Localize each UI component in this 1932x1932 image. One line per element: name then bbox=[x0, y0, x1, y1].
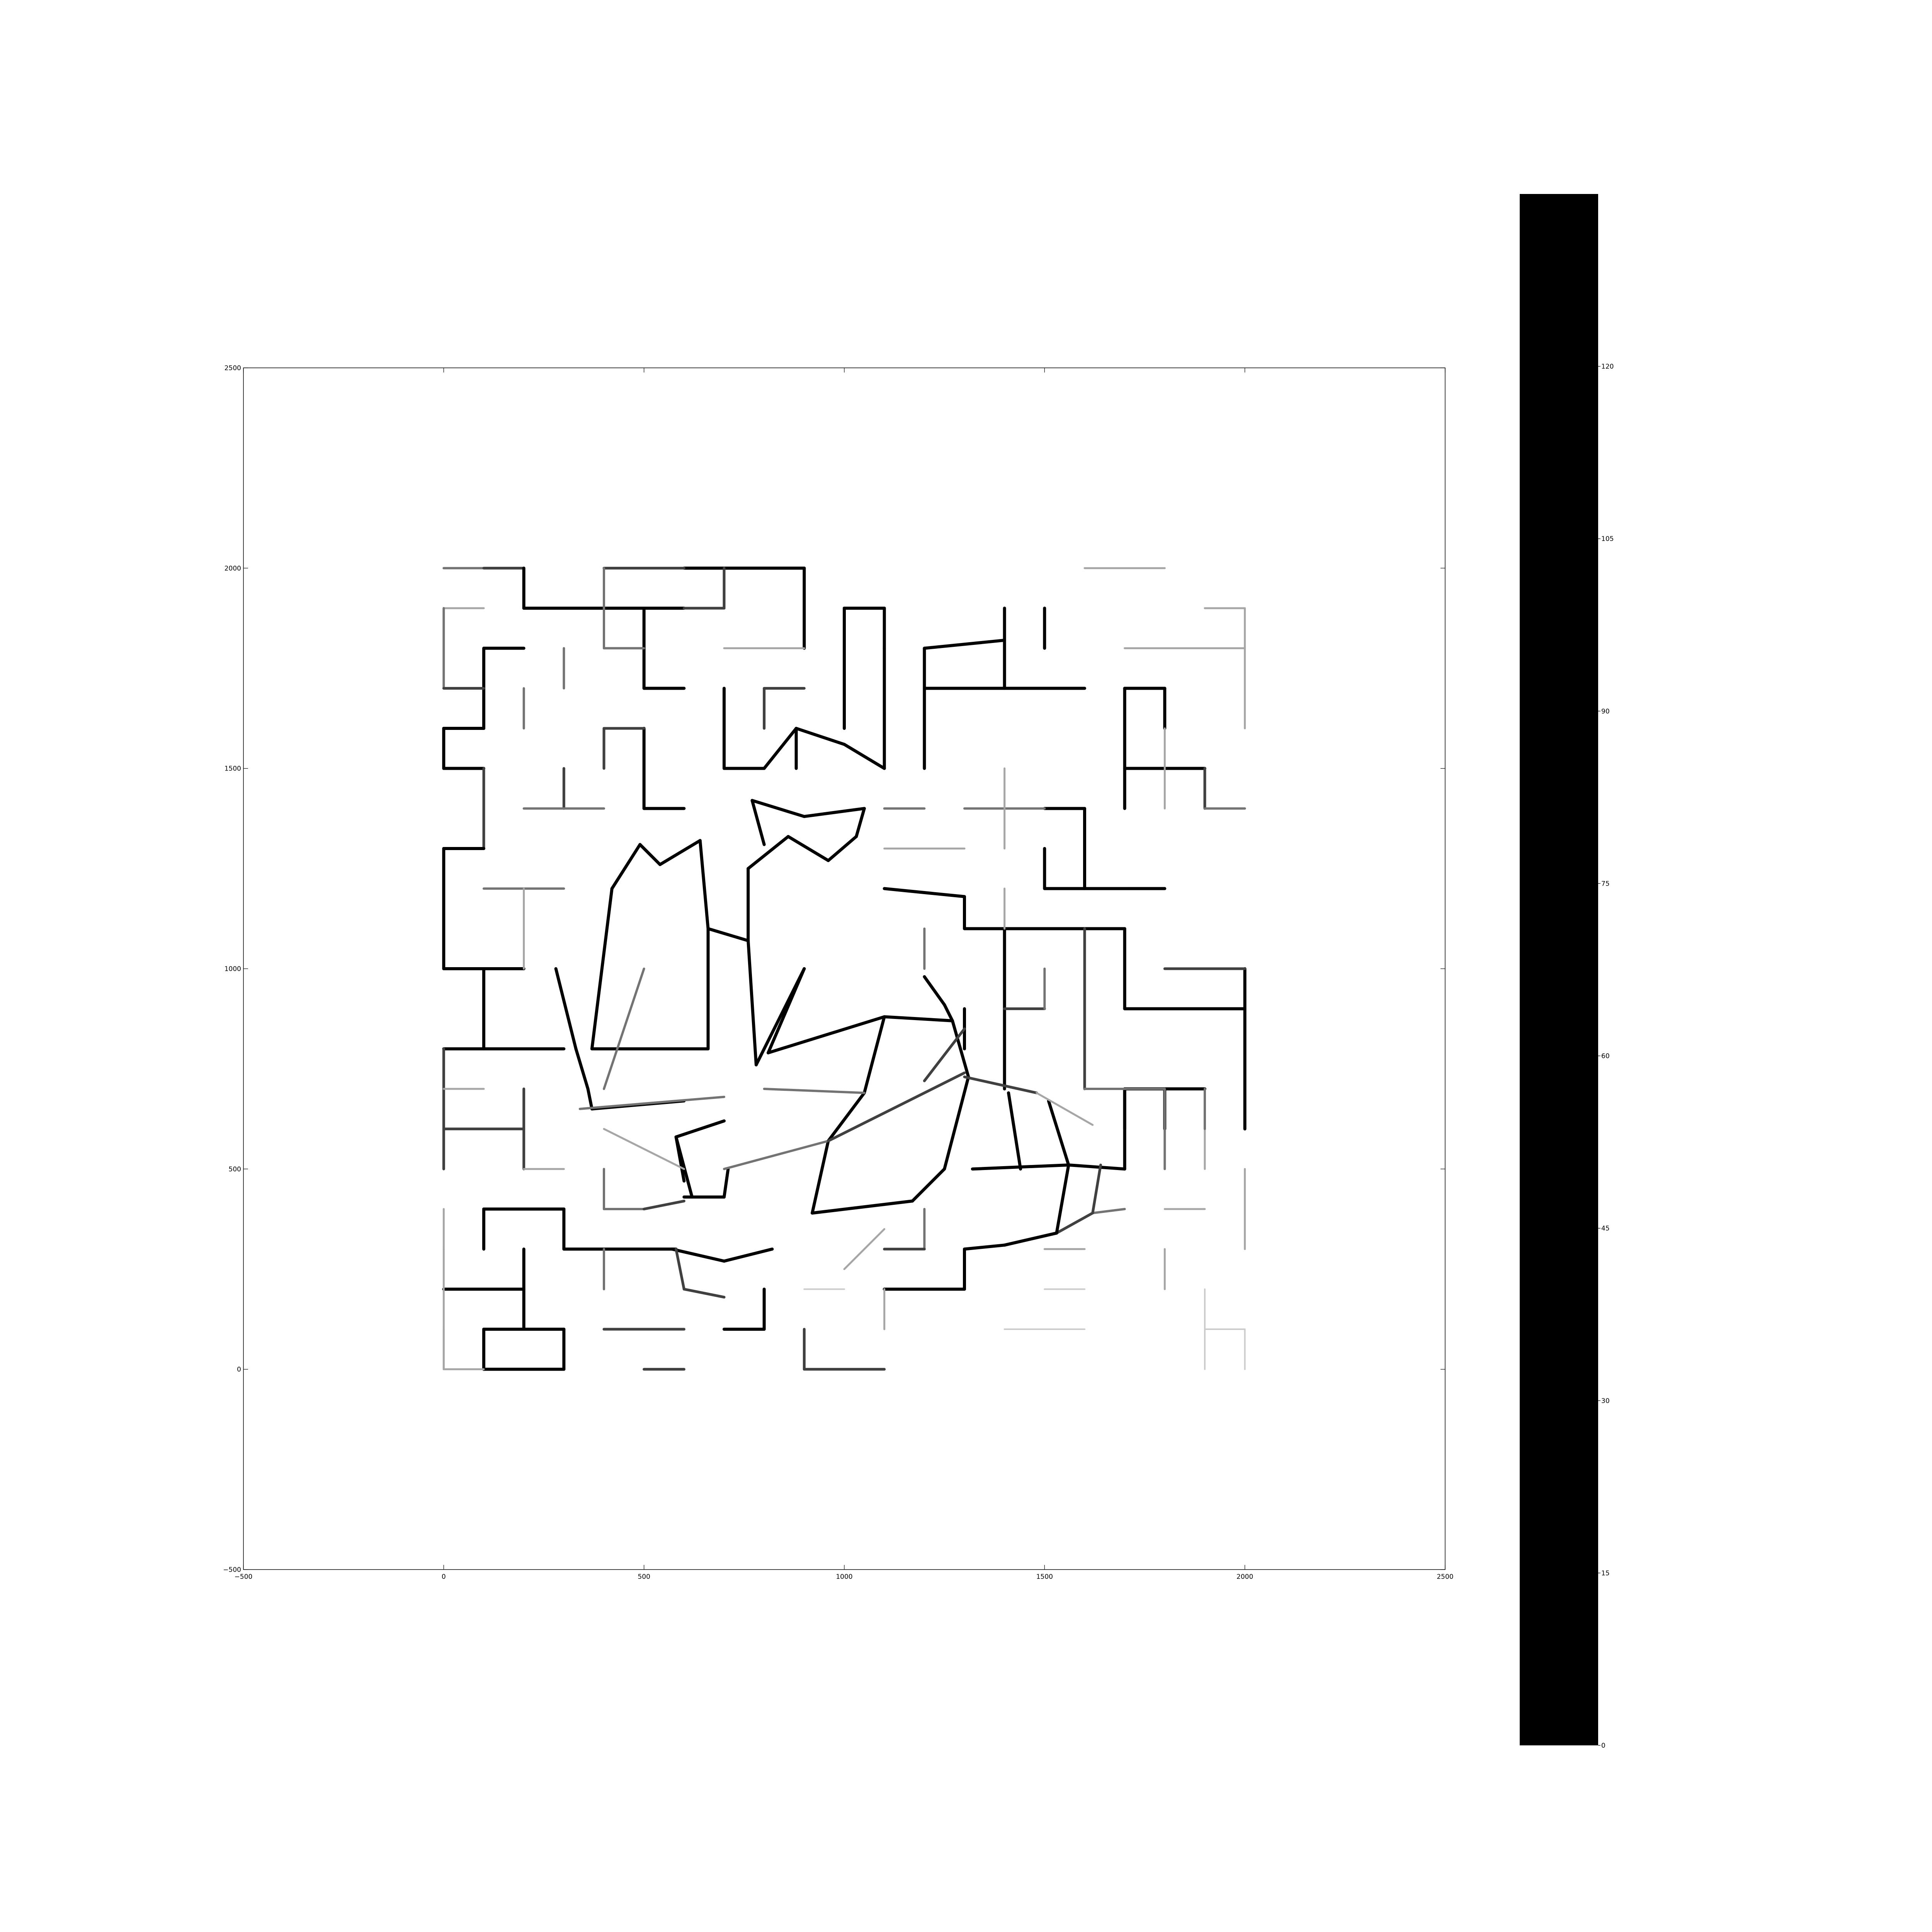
network-edge bbox=[1003, 1231, 1058, 1247]
colorbar-fill bbox=[1520, 194, 1598, 1745]
network-edge bbox=[603, 1128, 685, 1170]
colorbar-ticks: 0 15 30 45 60 75 90 105 120 bbox=[1598, 363, 1614, 1750]
network-edge bbox=[763, 1088, 866, 1094]
network-edge bbox=[843, 743, 886, 770]
network-edge bbox=[706, 927, 750, 942]
network-edge bbox=[803, 807, 866, 818]
network-edge bbox=[767, 967, 806, 1054]
network-edge bbox=[923, 975, 946, 1007]
colorbar-tick-label: 75 bbox=[1601, 880, 1610, 888]
x-axis-ticks: −500 0 500 1000 1500 2000 2500 bbox=[235, 368, 1454, 1581]
network-edge bbox=[951, 1019, 970, 1078]
plot-frame bbox=[243, 367, 1446, 1570]
network-edge bbox=[1055, 1211, 1094, 1235]
network-edge bbox=[1055, 1163, 1070, 1235]
network-edge bbox=[843, 1228, 886, 1270]
network-edge bbox=[586, 1087, 594, 1111]
network-edge bbox=[750, 799, 766, 846]
colorbar-tick-label: 120 bbox=[1601, 363, 1614, 371]
network-edge bbox=[862, 1015, 886, 1095]
x-tick-label: −500 bbox=[235, 1573, 253, 1581]
network-edge bbox=[750, 799, 806, 818]
network-edge bbox=[794, 727, 846, 746]
y-tick-label: 2500 bbox=[224, 364, 241, 372]
network-edge bbox=[723, 1139, 830, 1170]
network-edge bbox=[762, 727, 798, 770]
network-edge bbox=[675, 1248, 685, 1291]
colorbar-tick-label: 30 bbox=[1601, 1397, 1610, 1405]
network-edge bbox=[723, 1247, 774, 1263]
network-edge bbox=[674, 1119, 726, 1139]
colorbar-tick-label: 105 bbox=[1601, 535, 1614, 543]
network-edge bbox=[747, 835, 790, 870]
network-edge bbox=[1047, 1099, 1070, 1167]
network-edge bbox=[723, 1167, 730, 1199]
network-edge bbox=[943, 1003, 954, 1022]
network-edge bbox=[923, 1027, 966, 1082]
network-edge bbox=[658, 839, 702, 866]
network-edge bbox=[590, 887, 614, 1051]
network-edge bbox=[883, 1015, 954, 1022]
network-edge bbox=[610, 843, 642, 890]
network-edge bbox=[1091, 1163, 1102, 1214]
colorbar-tick-label: 60 bbox=[1601, 1053, 1610, 1060]
network-edge bbox=[855, 807, 866, 838]
network-edge bbox=[698, 839, 710, 930]
network-edge bbox=[827, 1091, 866, 1143]
network-edge bbox=[883, 887, 966, 898]
network-edge bbox=[1036, 1092, 1094, 1126]
network-edge bbox=[1091, 1208, 1126, 1214]
network-edge bbox=[1067, 1163, 1126, 1171]
network-edge bbox=[923, 638, 1006, 650]
colorbar-tick-label: 15 bbox=[1601, 1570, 1610, 1577]
x-tick-label: 0 bbox=[442, 1573, 446, 1581]
y-tick-label: 0 bbox=[237, 1366, 241, 1374]
y-tick-label: −500 bbox=[223, 1566, 241, 1574]
network-edge bbox=[811, 1139, 830, 1215]
network-edge bbox=[643, 1199, 685, 1211]
plot-area: −500 0 500 1000 1500 2000 2500 −500 0 500 1000 150… bbox=[223, 364, 1453, 1581]
network-edge bbox=[1007, 1091, 1022, 1171]
network-edge bbox=[827, 835, 858, 862]
y-tick-label: 500 bbox=[229, 1165, 241, 1173]
colorbar-tick-label: 90 bbox=[1601, 707, 1610, 715]
network-edge bbox=[638, 843, 662, 866]
colorbar: 0 15 30 45 60 75 90 105 120 bbox=[1520, 194, 1614, 1750]
network-edge bbox=[811, 1199, 914, 1215]
network-edge bbox=[943, 1075, 970, 1171]
network-edge bbox=[747, 939, 758, 1066]
colorbar-tick-label: 45 bbox=[1601, 1225, 1610, 1233]
network-edge bbox=[963, 1075, 1038, 1094]
network-edge bbox=[963, 1243, 1006, 1251]
network-edge bbox=[767, 1015, 886, 1054]
network-edge bbox=[574, 1047, 590, 1090]
colorbar-tick-label: 0 bbox=[1601, 1742, 1605, 1750]
network-edges bbox=[442, 566, 1247, 1371]
network-edge bbox=[786, 835, 830, 862]
network-edge bbox=[670, 1247, 726, 1263]
network-edge bbox=[827, 1071, 966, 1143]
y-tick-label: 1500 bbox=[224, 765, 241, 773]
x-tick-label: 2500 bbox=[1437, 1573, 1453, 1581]
network-edge bbox=[578, 1095, 725, 1110]
y-axis-ticks: −500 0 500 1000 1500 2000 2500 bbox=[223, 364, 1445, 1574]
x-tick-label: 1500 bbox=[1036, 1573, 1053, 1581]
x-tick-label: 500 bbox=[638, 1573, 650, 1581]
x-tick-label: 1000 bbox=[836, 1573, 852, 1581]
x-tick-label: 2000 bbox=[1236, 1573, 1253, 1581]
network-edge bbox=[911, 1167, 946, 1203]
y-tick-label: 1000 bbox=[224, 965, 241, 973]
network-edge bbox=[674, 1135, 686, 1183]
network-edge bbox=[554, 967, 578, 1051]
network-edge bbox=[682, 1287, 726, 1299]
y-tick-label: 2000 bbox=[224, 565, 241, 572]
network-edge bbox=[603, 968, 645, 1090]
